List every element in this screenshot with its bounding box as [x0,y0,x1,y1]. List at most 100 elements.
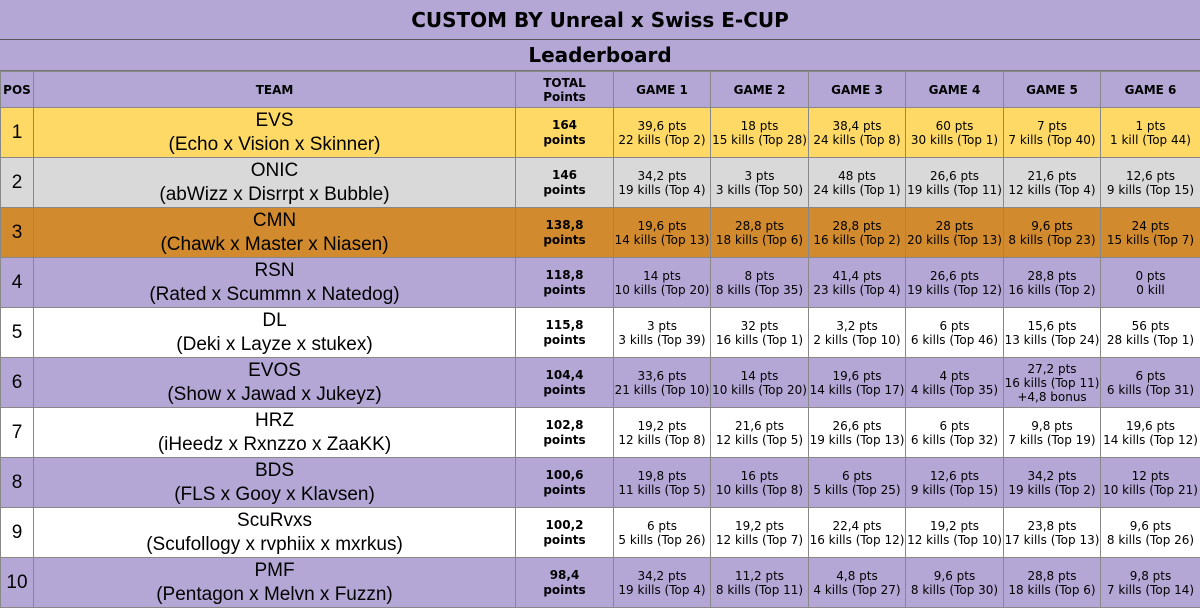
game-points: 6 pts [1101,369,1200,383]
game-kills: 19 kills (Top 11) [906,183,1003,197]
total-points-unit: points [516,383,613,398]
game-points: 32 pts [711,319,808,333]
team-players: (Deki x Layze x stukex) [34,333,515,357]
team-players: (abWizz x Disrrpt x Bubble) [34,183,515,207]
total-points-value: 138,8 [516,218,613,233]
game-points: 60 pts [906,119,1003,133]
game-kills: 23 kills (Top 4) [809,283,905,297]
team-name: ONIC [34,159,515,183]
game-kills: 19 kills (Top 4) [614,583,710,597]
game-kills: 12 kills (Top 7) [711,533,808,547]
game-points: 28,8 pts [1004,269,1100,283]
game-points: 1 pts [1101,119,1200,133]
team-cell: CMN(Chawk x Master x Niasen) [34,208,516,258]
game-points: 18 pts [711,119,808,133]
game-kills: 8 kills (Top 11) [711,583,808,597]
game-points: 4 pts [906,369,1003,383]
game-kills: 18 kills (Top 6) [1004,583,1100,597]
team-players: (Pentagon x Melvn x Fuzzn) [34,583,515,607]
game-points: 19,2 pts [614,419,710,433]
total-points-value: 100,6 [516,468,613,483]
team-name: EVS [34,109,515,133]
game-points: 28,8 pts [711,219,808,233]
game-points: 8 pts [711,269,808,283]
game-kills: 7 kills (Top 19) [1004,433,1100,447]
game-kills: 11 kills (Top 5) [614,483,710,497]
team-cell: RSN(Rated x Scummn x Natedog) [34,258,516,308]
team-name: CMN [34,209,515,233]
total-points-unit: points [516,233,613,248]
total-points-unit: points [516,583,613,598]
game-kills: 19 kills (Top 2) [1004,483,1100,497]
game-points: 16 pts [711,469,808,483]
game-kills: 15 kills (Top 7) [1101,233,1200,247]
position-cell: 1 [1,108,34,158]
team-name: ScuRvxs [34,509,515,533]
team-cell: ONIC(abWizz x Disrrpt x Bubble) [34,158,516,208]
game-points: 26,6 pts [906,269,1003,283]
game-points: 15,6 pts [1004,319,1100,333]
team-players: (FLS x Gooy x Klavsen) [34,483,515,507]
team-cell: BDS(FLS x Gooy x Klavsen) [34,458,516,508]
header-game-1: GAME 1 [614,72,711,108]
game-bonus: +4,8 bonus [1004,390,1100,404]
game-points: 26,6 pts [906,169,1003,183]
game-points: 0 pts [1101,269,1200,283]
total-points-unit: points [516,283,613,298]
game-points: 24 pts [1101,219,1200,233]
game-kills: 14 kills (Top 12) [1101,433,1200,447]
game-points: 9,8 pts [1004,419,1100,433]
header-game-3: GAME 3 [809,72,906,108]
game-points: 19,2 pts [711,519,808,533]
game-kills: 6 kills (Top 31) [1101,383,1200,397]
game-points: 26,6 pts [809,419,905,433]
game-kills: 24 kills (Top 1) [809,183,905,197]
game-kills: 4 kills (Top 35) [906,383,1003,397]
game-kills: 19 kills (Top 12) [906,283,1003,297]
team-players: (Rated x Scummn x Natedog) [34,283,515,307]
game-points: 9,8 pts [1101,569,1200,583]
team-name: EVOS [34,359,515,383]
game-points: 7 pts [1004,119,1100,133]
game-points: 19,6 pts [614,219,710,233]
position-cell: 2 [1,158,34,208]
game-kills: 14 kills (Top 13) [614,233,710,247]
game-points: 19,8 pts [614,469,710,483]
game-kills: 24 kills (Top 8) [809,133,905,147]
game-kills: 10 kills (Top 20) [711,383,808,397]
total-points-unit: points [516,533,613,548]
game-points: 3 pts [614,319,710,333]
game-kills: 8 kills (Top 30) [906,583,1003,597]
game-kills: 8 kills (Top 35) [711,283,808,297]
game-kills: 12 kills (Top 4) [1004,183,1100,197]
header-game-6: GAME 6 [1101,72,1200,108]
game-points: 9,6 pts [1004,219,1100,233]
game-kills: 12 kills (Top 5) [711,433,808,447]
total-points-value: 115,8 [516,318,613,333]
total-points-value: 98,4 [516,568,613,583]
